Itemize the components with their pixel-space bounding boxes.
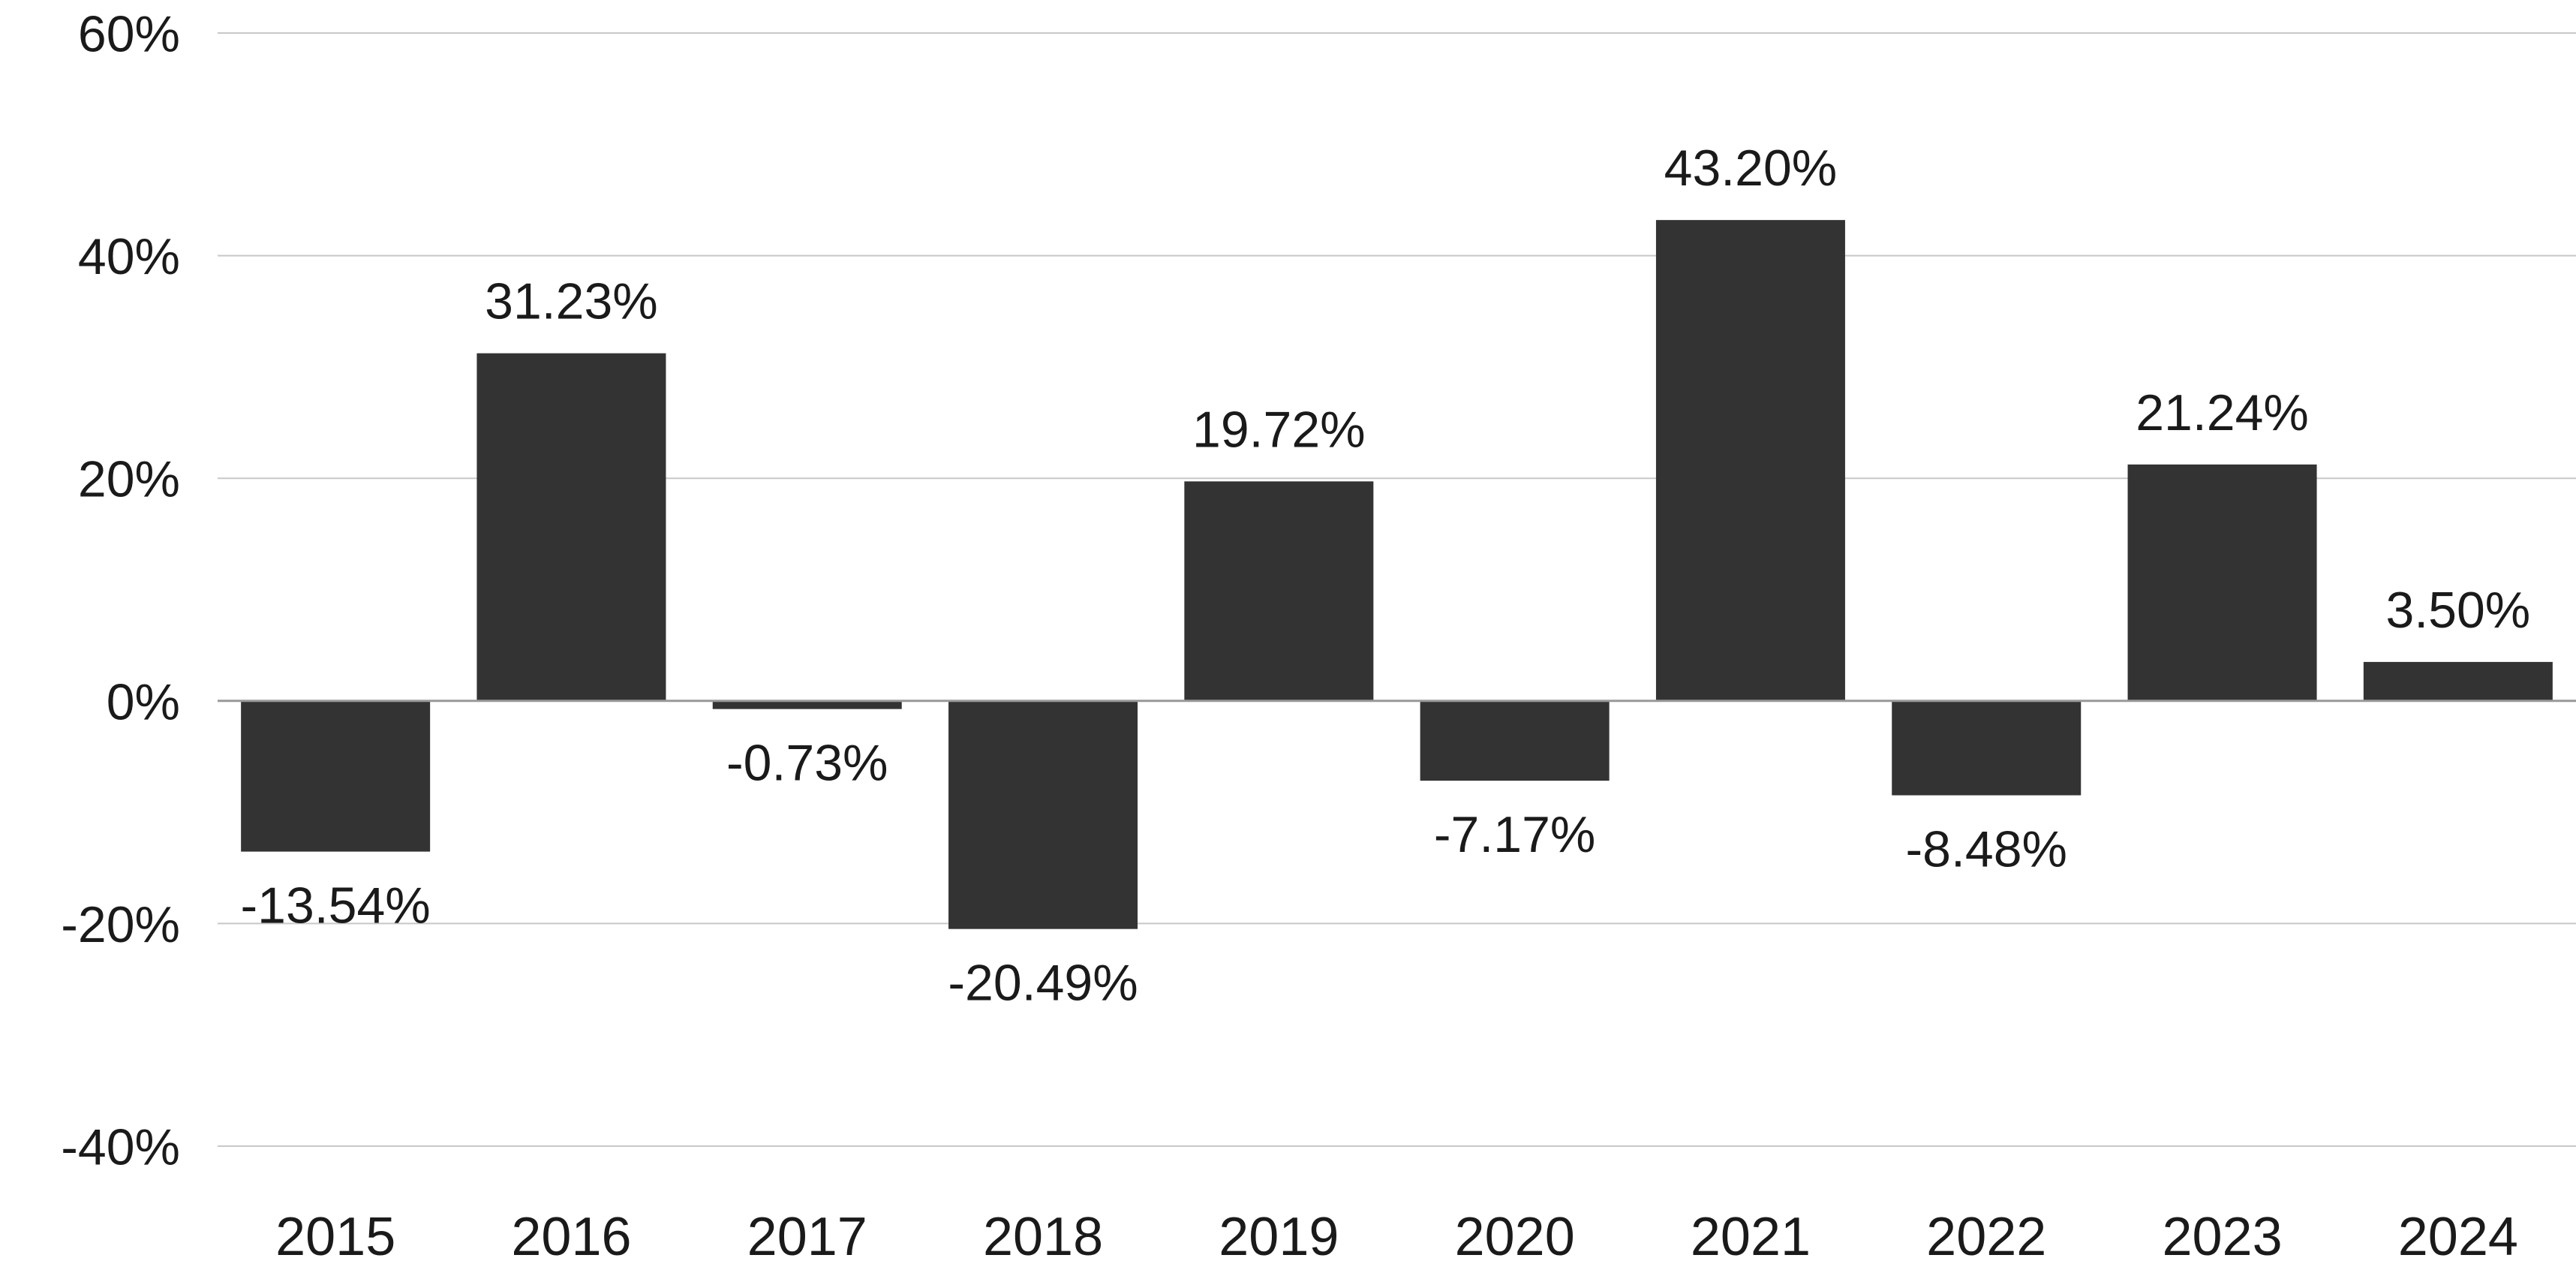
y-tick-label: 60% xyxy=(78,5,180,62)
data-label-2021: 43.20% xyxy=(1664,140,1838,197)
bar-2024 xyxy=(2363,661,2553,701)
data-label-2022: -8.48% xyxy=(1906,821,2067,878)
data-label-2015: -13.54% xyxy=(241,877,431,934)
y-tick-label: 40% xyxy=(78,228,180,285)
data-labels: -13.54% 31.23% -0.73% -20.49% 19.72% -7.17% 43… xyxy=(241,140,2531,1011)
x-category-label: 2015 xyxy=(275,1207,395,1267)
data-label-2017: -0.73% xyxy=(726,735,888,792)
y-tick-label: 0% xyxy=(107,673,180,730)
bar-2018 xyxy=(948,700,1138,929)
bar-2017 xyxy=(712,700,902,709)
x-category-label: 2019 xyxy=(1219,1207,1339,1267)
bar-2016 xyxy=(476,353,666,701)
x-category-label: 2017 xyxy=(747,1207,867,1267)
x-category-label: 2022 xyxy=(1926,1207,2046,1267)
data-label-2018: -20.49% xyxy=(948,955,1138,1012)
bar-2019 xyxy=(1184,481,1374,701)
x-category-label: 2020 xyxy=(1455,1207,1575,1267)
x-category-label: 2024 xyxy=(2398,1207,2518,1267)
y-tick-label: 20% xyxy=(78,451,180,508)
bar-2015 xyxy=(241,700,431,852)
bar-2022 xyxy=(1892,700,2082,796)
x-category-label: 2016 xyxy=(511,1207,631,1267)
x-category-label: 2018 xyxy=(983,1207,1103,1267)
data-label-2019: 19.72% xyxy=(1192,401,1366,458)
data-label-2016: 31.23% xyxy=(485,273,658,330)
data-label-2023: 21.24% xyxy=(2136,384,2309,441)
data-label-2024: 3.50% xyxy=(2385,582,2530,639)
bar-2023 xyxy=(2127,464,2317,701)
data-label-2020: -7.17% xyxy=(1434,806,1595,863)
bar-2021 xyxy=(1655,220,1845,701)
bars xyxy=(241,220,2553,929)
y-tick-label: -20% xyxy=(61,896,180,953)
y-tick-label: -40% xyxy=(61,1118,180,1175)
x-category-label: 2023 xyxy=(2162,1207,2282,1267)
x-category-label: 2021 xyxy=(1691,1207,1811,1267)
y-axis-tick-labels: 60% 40% 20% 0% -20% -40% xyxy=(61,5,180,1175)
bar-2020 xyxy=(1420,700,1610,781)
x-axis-category-labels: 2015 2016 2017 2018 2019 2020 2021 2022 2023 2024 xyxy=(275,1207,2518,1267)
